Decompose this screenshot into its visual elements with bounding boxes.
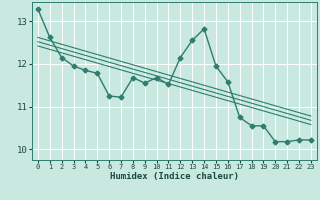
X-axis label: Humidex (Indice chaleur): Humidex (Indice chaleur) [110, 172, 239, 181]
